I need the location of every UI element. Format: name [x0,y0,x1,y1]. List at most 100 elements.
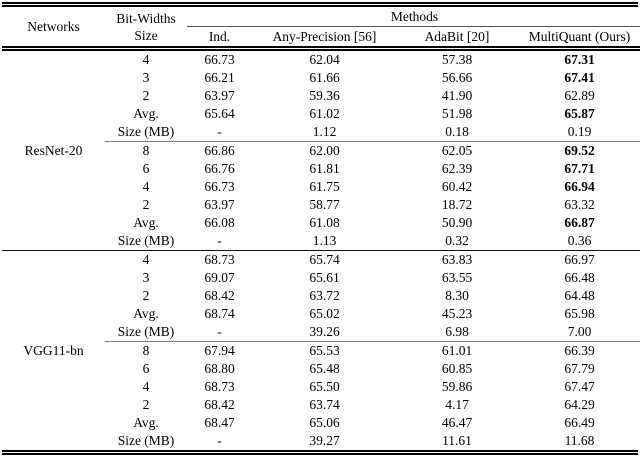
bitwidth-cell: Size (MB) [117,433,175,448]
value-cell: 0.32 [445,233,469,248]
network-cell-vgg11bn: VGG11-bn [2,250,105,450]
value-cell: 66.73 [204,179,235,194]
value-cell: 39.27 [309,433,340,448]
value-cell: 65.50 [309,379,340,394]
table-row: ResNet-20 4 66.73 62.04 57.38 67.31 [2,49,640,158]
value-cell: 66.73 [204,52,235,67]
value-cell: 65.48 [309,361,340,376]
header-method-anyprecision: Any-Precision [56] [252,26,397,51]
value-cell: 18.72 [441,197,473,212]
value-cell: 65.02 [309,306,340,321]
value-cell: 67.47 [564,379,595,394]
value-cell: 66.48 [564,270,595,285]
table-row: Size (MB) - 39.27 11.61 11.68 [2,432,640,450]
bitwidth-cell: Size (MB) [117,233,175,248]
header-method-multiquant: MultiQuant (Ours) [517,26,640,51]
table-row: 3 66.21 61.66 56.66 67.41 [2,69,640,87]
bitwidth-cell: 2 [142,288,150,303]
table-row: 3 69.07 65.61 63.55 66.48 [2,269,640,287]
header-methods: Methods [187,7,640,27]
results-table-container: Networks Bit-Widths Size Methods Ind. Any… [2,2,640,455]
table-row: 6 68.80 65.48 60.85 67.79 [2,360,640,378]
bitwidth-cell: 2 [142,88,150,103]
value-cell: 64.48 [564,288,595,303]
table-row: 2 63.97 58.77 18.72 63.32 [2,196,640,214]
results-table: Networks Bit-Widths Size Methods Ind. Any… [2,7,640,450]
bitwidth-cell: 3 [142,270,150,285]
value-cell: 63.83 [397,250,517,269]
value-cell: 68.74 [204,306,235,321]
value-cell: 63.97 [204,197,235,212]
value-cell: 68.73 [187,250,252,269]
table-row: 2 68.42 63.72 8.30 64.48 [2,287,640,305]
value-cell: 66.86 [187,141,252,160]
header-method-ind: Ind. [187,26,252,51]
value-cell: 4.17 [445,397,469,412]
bitwidth-cell: Size (MB) [117,124,175,139]
value-cell: 65.98 [564,306,595,321]
bitwidth-cell: Avg. [133,415,159,430]
value-cell: 6.98 [445,324,469,339]
bitwidth-cell: 6 [142,361,150,376]
bitwidth-cell: 4 [142,52,150,67]
value-cell: 66.39 [517,341,640,360]
header-bitwidths-size: Bit-Widths Size [105,7,187,51]
value-cell: - [217,324,222,339]
header-method-adabit: AdaBit [20] [397,26,517,51]
value-cell: 60.42 [441,179,473,194]
value-cell: 62.05 [397,141,517,160]
value-cell: 59.86 [441,379,473,394]
value-cell: - [217,124,222,139]
value-cell: 67.94 [187,341,252,360]
value-cell: 65.87 [564,106,595,121]
table-row: 8 67.94 65.53 61.01 66.39 [2,341,640,360]
value-cell: 61.66 [309,70,340,85]
table-row: Avg. 68.74 65.02 45.23 65.98 [2,305,640,323]
value-cell: 0.19 [567,124,592,139]
table-row: VGG11-bn 4 68.73 65.74 63.83 66.97 [2,250,640,450]
table-row: 4 66.73 61.75 60.42 66.94 [2,178,640,196]
table-row: 2 68.42 63.74 4.17 64.29 [2,396,640,414]
value-cell: 63.74 [309,397,340,412]
value-cell: 65.64 [204,106,235,121]
value-cell: 65.74 [252,250,397,269]
value-cell: 64.29 [564,397,595,412]
value-cell: 1.13 [312,233,337,248]
value-cell: 62.04 [309,52,340,67]
value-cell: 68.80 [204,361,235,376]
value-cell: 66.21 [204,70,235,85]
bitwidth-cell: 8 [105,341,187,360]
value-cell: 63.55 [441,270,473,285]
table-row: Size (MB) - 1.13 0.32 0.36 [2,232,640,251]
bitwidth-cell: 4 [105,250,187,269]
value-cell: 39.26 [309,324,340,339]
value-cell: 51.98 [441,106,473,121]
table-row: Size (MB) - 1.12 0.18 0.19 [2,123,640,142]
value-cell: 57.38 [441,52,473,67]
value-cell: 63.97 [204,88,235,103]
value-cell: 65.53 [252,341,397,360]
table-row: 6 66.76 61.81 62.39 67.71 [2,160,640,178]
value-cell: 0.18 [445,124,469,139]
value-cell: 67.71 [564,161,595,176]
bitwidth-cell: 2 [142,197,150,212]
header-networks: Networks [2,7,105,51]
bitwidth-cell: 8 [105,141,187,160]
value-cell: 62.00 [252,141,397,160]
header-row-2: Ind. Any-Precision [56] AdaBit [20] Mult… [2,26,640,51]
value-cell: 65.61 [309,270,340,285]
header-bitwidths: Bit-Widths [116,10,176,26]
value-cell: 0.36 [567,233,592,248]
value-cell: 68.42 [204,288,235,303]
value-cell: 50.90 [441,215,473,230]
value-cell: 61.02 [309,106,340,121]
value-cell: 63.72 [309,288,340,303]
bitwidth-cell: Avg. [133,215,159,230]
value-cell: 63.32 [564,197,595,212]
value-cell: 11.61 [442,433,472,448]
header-size: Size [134,27,158,43]
value-cell: 62.39 [441,161,473,176]
table-row: Avg. 66.08 61.08 50.90 66.87 [2,214,640,232]
value-cell: 66.49 [564,415,595,430]
value-cell: 68.42 [204,397,235,412]
